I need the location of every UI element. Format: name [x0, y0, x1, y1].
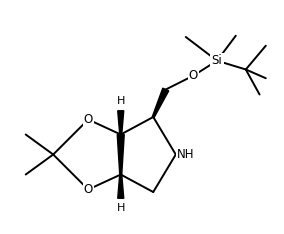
Text: H: H	[116, 203, 125, 213]
Polygon shape	[118, 175, 124, 198]
Text: NH: NH	[177, 148, 195, 161]
Polygon shape	[118, 111, 124, 135]
Text: O: O	[83, 183, 93, 196]
Polygon shape	[117, 135, 124, 175]
Text: H: H	[116, 96, 125, 106]
Text: O: O	[189, 69, 198, 82]
Text: O: O	[83, 113, 93, 126]
Text: Si: Si	[212, 54, 222, 67]
Polygon shape	[152, 88, 169, 117]
